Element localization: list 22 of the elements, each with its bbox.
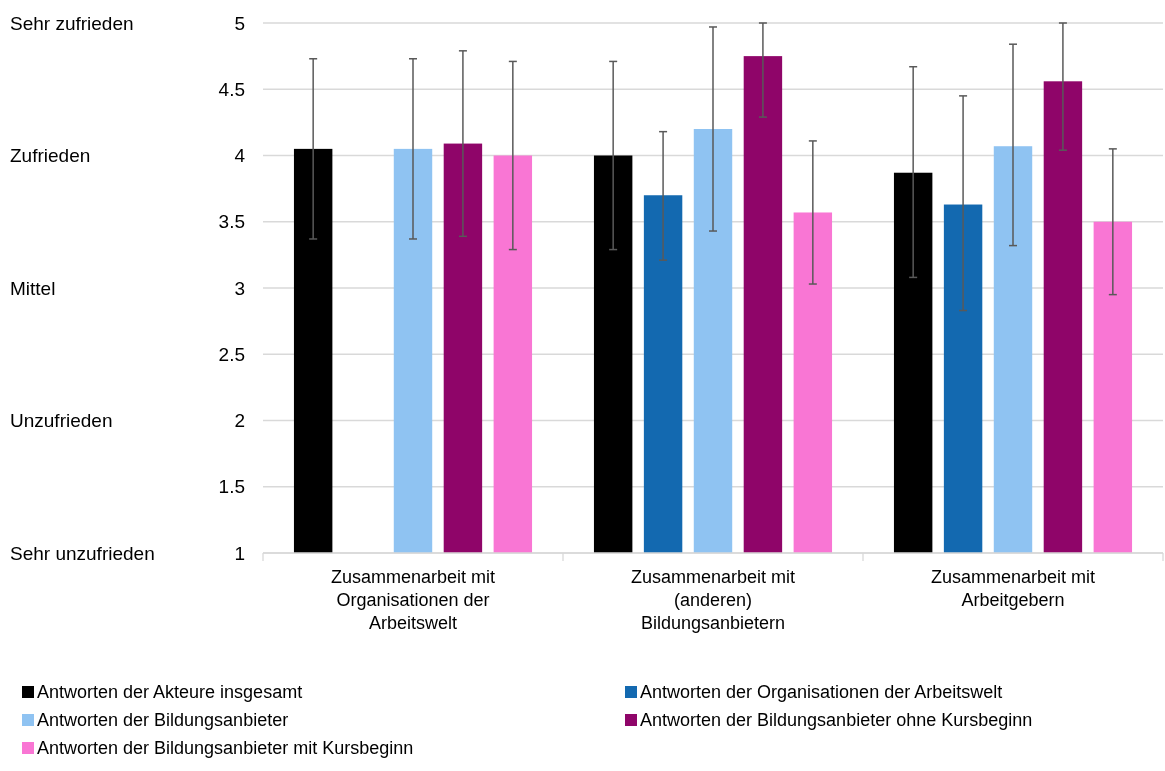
x-tick-label: Zusammenarbeit mit Arbeitgebern [930, 567, 1096, 610]
legend-label: Antworten der Akteure insgesamt [37, 682, 303, 702]
y-tick-label: 2 [234, 410, 245, 431]
y-tick-label: 1.5 [218, 476, 245, 498]
x-tick-label: Zusammenarbeit mit Organisationen der Arbeitswelt [330, 567, 496, 633]
y-tick-label: 4.5 [218, 78, 245, 100]
text: Sehr unzufrieden [10, 542, 155, 564]
y-tick-label: 3.5 [218, 211, 245, 233]
legend-label: Antworten der Bildungsanbieter [37, 710, 289, 730]
legend-label: Antworten der Organisationen der Arbeitswelt [640, 682, 1003, 702]
text: Zufrieden [10, 145, 91, 166]
y-tick-label: 4 [234, 145, 246, 166]
text: Mittel [10, 277, 56, 299]
x-tick-label: Zusammenarbeit mit (anderen) Bildungsanbietern [630, 567, 796, 633]
y-tick-label: 3 [234, 277, 245, 299]
y-tick-label: 2.5 [218, 343, 245, 365]
text: Unzufrieden [10, 410, 113, 431]
legend-label: Antworten der Bildungsanbieter mit Kursbeginn [37, 738, 414, 758]
y-tick-label: 5 [234, 12, 245, 34]
y-tick-label: 1 [234, 542, 245, 564]
legend-label: Antworten der Bildungsanbieter ohne Kursbeginn [640, 710, 1033, 730]
text: Sehr zufrieden [10, 12, 134, 34]
